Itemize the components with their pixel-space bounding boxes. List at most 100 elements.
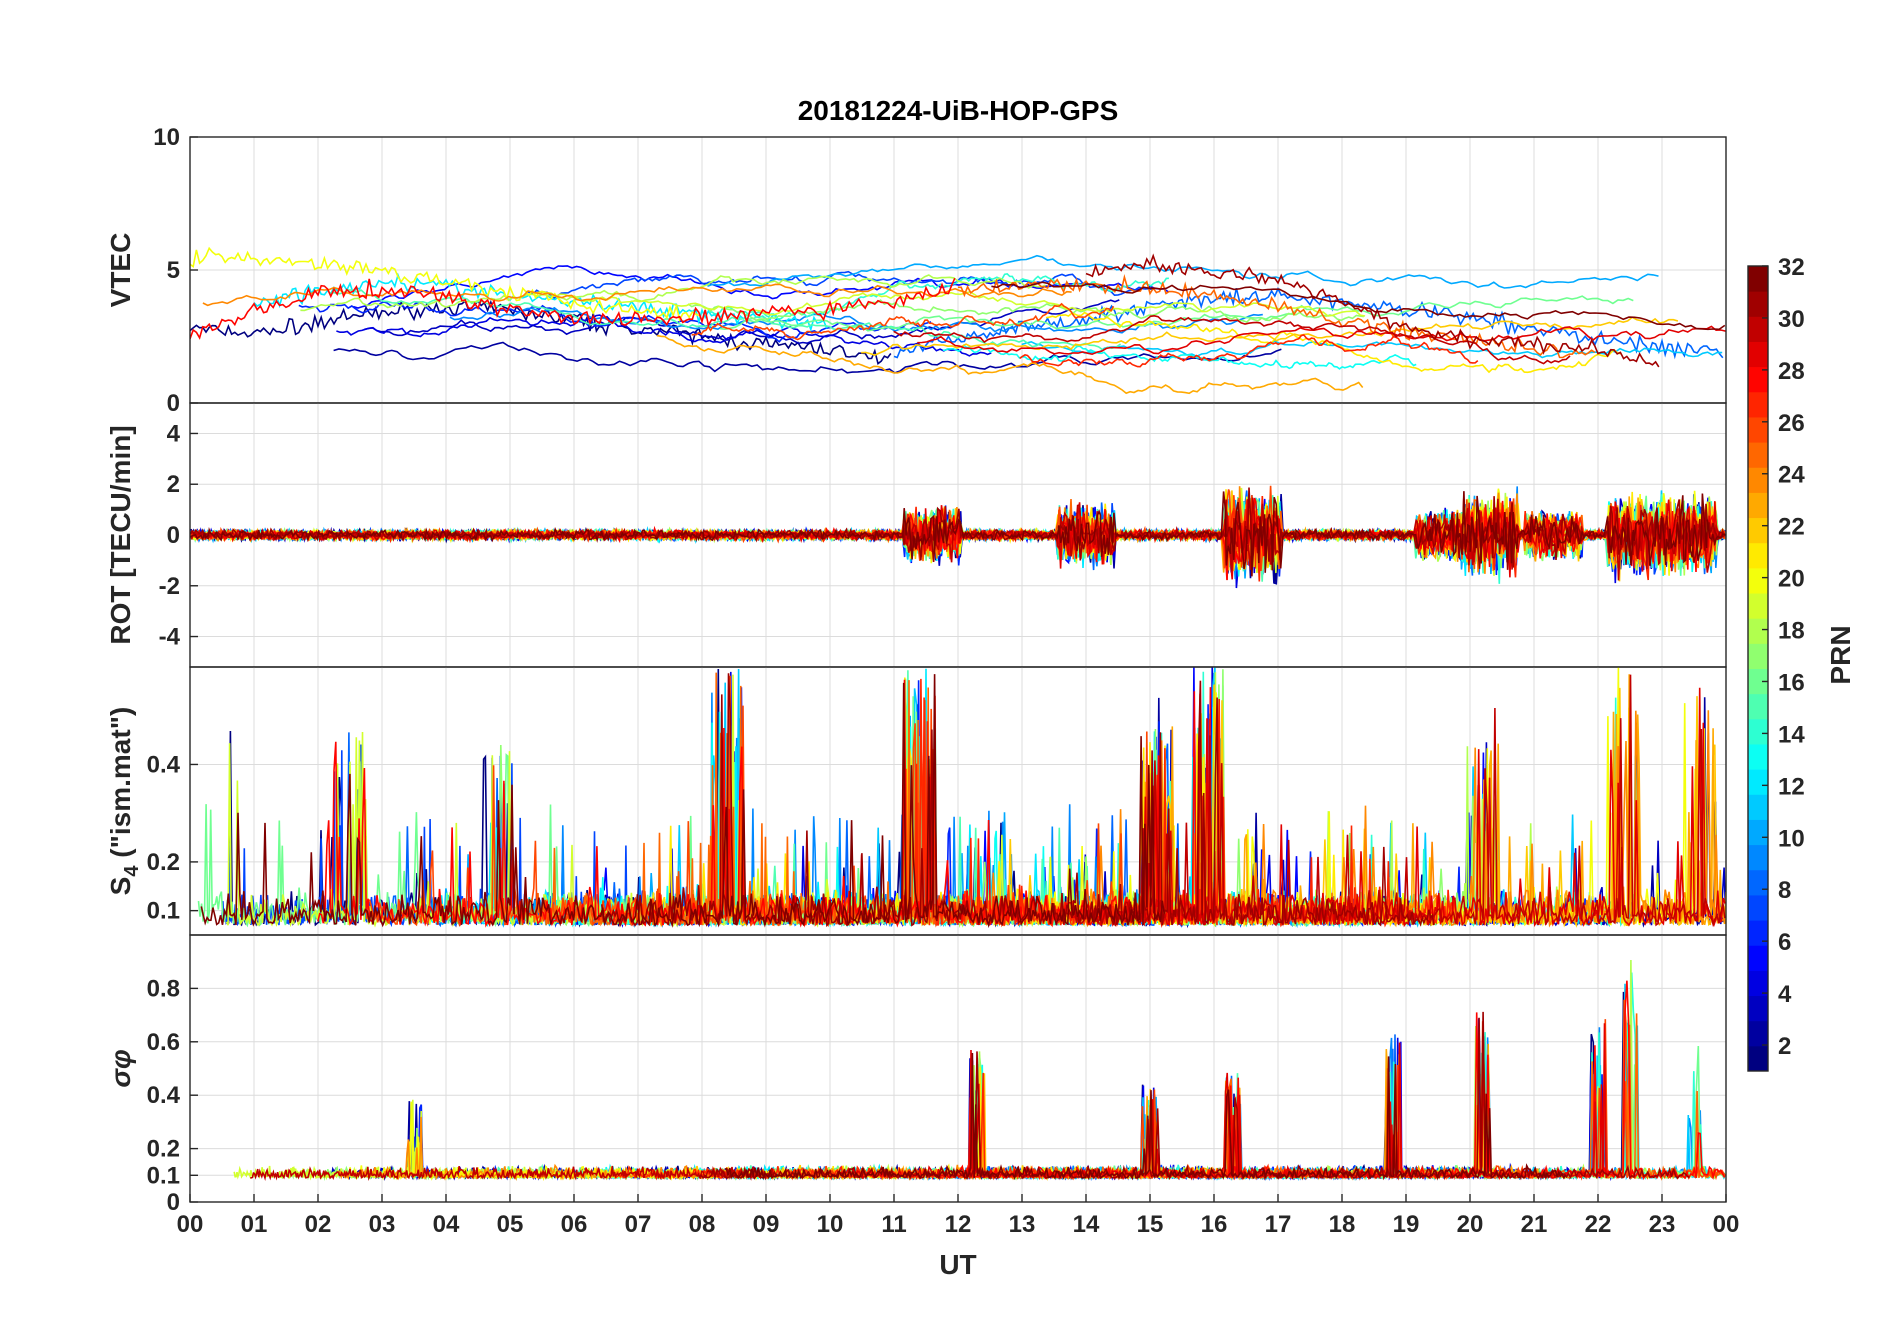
- vtec-series-prn-14: [709, 273, 1169, 320]
- xtick-label: 14: [1073, 1211, 1100, 1238]
- sigma_phi-series-prn-13: [599, 1064, 1101, 1181]
- chart-title: 20181224-UiB-HOP-GPS: [798, 95, 1119, 126]
- vtec-series-prn-29: [917, 325, 1726, 356]
- rot-ytick-label: 0: [167, 522, 180, 549]
- colorbar-segment-prn-5: [1748, 945, 1768, 971]
- xtick-label: 06: [561, 1211, 588, 1238]
- xtick-label: 07: [625, 1211, 652, 1238]
- vtec-series-prn-3: [363, 299, 1120, 345]
- colorbar-tick-label: 24: [1778, 462, 1805, 489]
- colorbar-segment-prn-28: [1748, 366, 1768, 393]
- colorbar-box: [1747, 265, 1769, 1072]
- s4-series-prn-9: [538, 692, 1160, 928]
- colorbar-segment-prn-8: [1748, 869, 1768, 896]
- sigma_phi-series-prn-12: [603, 1064, 1320, 1181]
- colorbar-segment-prn-10: [1748, 819, 1768, 846]
- xtick-label: 04: [433, 1211, 460, 1238]
- sigma_phi-ytick-label: 0: [167, 1189, 180, 1216]
- colorbar-segment-prn-25: [1748, 442, 1768, 468]
- xtick-label: 13: [1009, 1211, 1036, 1238]
- sigma_phi-series-prn-6: [413, 1071, 1155, 1181]
- vtec-series-prn-27: [1019, 333, 1479, 368]
- colorbar-segment-prn-13: [1748, 743, 1768, 770]
- xtick-label: 09: [753, 1211, 780, 1238]
- sigma_phi-series-prn-14: [1012, 972, 1726, 1181]
- colorbar-segment-prn-2: [1748, 1020, 1768, 1047]
- xtick-label: 08: [689, 1211, 716, 1238]
- vtec-ytick-label: 0: [167, 390, 180, 417]
- xtick-label: 01: [241, 1211, 268, 1238]
- vtec-series-prn-16: [719, 295, 1634, 332]
- xtick-label: 00: [177, 1211, 204, 1238]
- colorbar-tick-label: 2: [1778, 1033, 1791, 1060]
- sigma_phi-series-prn-9: [915, 1022, 1703, 1182]
- xtick-label: 03: [369, 1211, 396, 1238]
- sigma_phi-series-prn-7: [1008, 1055, 1581, 1181]
- colorbar-segment-prn-15: [1748, 693, 1768, 720]
- vtec-series-prn-31: [1085, 253, 1660, 368]
- xtick-label: 17: [1265, 1211, 1292, 1238]
- rot-ytick-label: 2: [167, 471, 180, 498]
- xtick-label: 05: [497, 1211, 524, 1238]
- colorbar-segment-prn-9: [1748, 844, 1768, 871]
- xtick-label: 18: [1329, 1211, 1356, 1238]
- rot-ylabel: ROT [TECU/min]: [105, 425, 136, 644]
- sigma_phi-series-prn-5: [1036, 1018, 1506, 1181]
- colorbar-segment-prn-27: [1748, 391, 1768, 418]
- xtick-label: 19: [1393, 1211, 1420, 1238]
- s4-data: [197, 667, 1726, 929]
- colorbar-segment-prn-19: [1748, 593, 1768, 619]
- sigma_phi-series-prn-2: [368, 1060, 1246, 1181]
- rot-series-prn-32: [190, 491, 1726, 577]
- vtec-series-prn-5: [353, 265, 1169, 309]
- sigma_phi-series-prn-18: [805, 959, 1718, 1181]
- colorbar-tick-label: 18: [1778, 618, 1805, 645]
- colorbar-segment-prn-6: [1748, 920, 1768, 946]
- sigma_phi-series-prn-4: [1005, 1037, 1625, 1182]
- vtec-ytick-label: 10: [153, 124, 180, 151]
- colorbar-tick-label: 28: [1778, 358, 1805, 385]
- colorbar-segment-prn-31: [1748, 291, 1768, 317]
- colorbar-segment-prn-23: [1748, 492, 1768, 519]
- vtec-series-prn-8: [893, 286, 1724, 360]
- colorbar-segment-prn-29: [1748, 341, 1768, 368]
- colorbar-tick-label: 20: [1778, 566, 1805, 593]
- colorbar-segment-prn-12: [1748, 769, 1768, 795]
- sigma_phi-series-prn-32: [724, 1052, 1567, 1181]
- colorbar-segment-prn-21: [1748, 542, 1768, 569]
- xtick-label: 02: [305, 1211, 332, 1238]
- s4-ylabel: S4 ("ism.mat"): [105, 707, 143, 896]
- vtec-ylabel: VTEC: [105, 233, 136, 308]
- colorbar-tick-label: 16: [1778, 669, 1805, 696]
- vtec-ytick-label: 5: [167, 257, 180, 284]
- xtick-label: 11: [881, 1211, 906, 1238]
- vtec-series-prn-24: [202, 283, 1072, 307]
- colorbar-tick-label: 8: [1778, 877, 1791, 904]
- xtick-label: 10: [817, 1211, 844, 1238]
- vtec-series-prn-2: [333, 341, 1282, 374]
- colorbar-segment-prn-24: [1748, 467, 1768, 493]
- xtick-label: 21: [1521, 1211, 1548, 1238]
- vtec-series-prn-28: [190, 277, 956, 340]
- sigma_phi-series-prn-21: [449, 1067, 1163, 1182]
- colorbar-segment-prn-26: [1748, 416, 1768, 443]
- sigma_phi-series-prn-3: [330, 1058, 1022, 1181]
- sigma_phi-ytick-label: 0.2: [147, 1136, 180, 1163]
- colorbar-tick-label: 4: [1778, 981, 1792, 1008]
- colorbar-tick-label: 22: [1778, 514, 1805, 541]
- xtick-label: 22: [1585, 1211, 1612, 1238]
- sigma_phi-ylabel: σφ: [105, 1049, 136, 1087]
- colorbar-tick-label: 6: [1778, 929, 1791, 956]
- rot-ytick-label: -2: [159, 573, 180, 600]
- sigma_phi-data: [233, 959, 1726, 1182]
- colorbar-segment-prn-30: [1748, 316, 1768, 342]
- vtec-series-prn-23: [656, 334, 1364, 395]
- vtec-series-prn-17: [687, 299, 1365, 324]
- vtec-series-prn-32: [991, 281, 1726, 331]
- xtick-label: 12: [945, 1211, 972, 1238]
- colorbar-label: PRN: [1825, 625, 1856, 684]
- s4-ytick-label: 0.1: [147, 898, 180, 925]
